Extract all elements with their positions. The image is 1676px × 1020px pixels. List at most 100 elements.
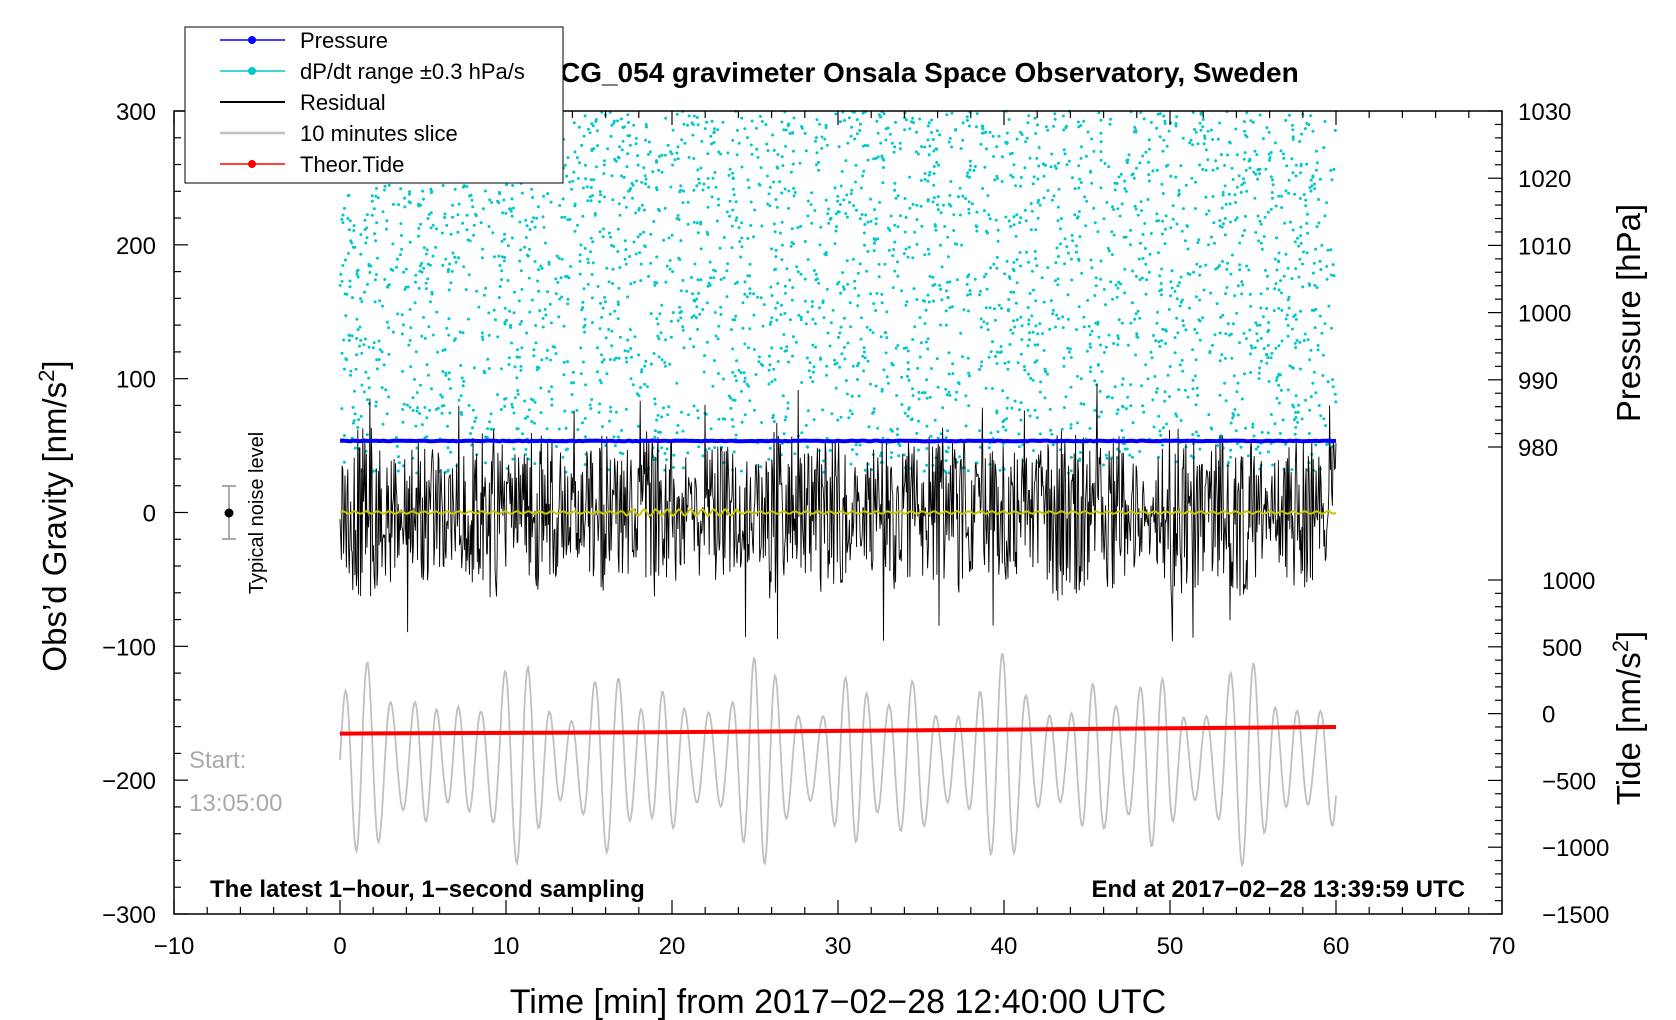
dpdt-point (682, 466, 685, 470)
noise-label: Typical noise level (246, 432, 268, 594)
dpdt-point (1231, 412, 1235, 415)
dpdt-point (1331, 378, 1335, 382)
dpdt-point (1112, 208, 1116, 211)
dpdt-point (847, 116, 851, 120)
dpdt-point (640, 180, 644, 184)
dpdt-point (1124, 189, 1128, 193)
dpdt-point (435, 310, 439, 314)
dpdt-point (935, 129, 939, 133)
dpdt-point (1174, 412, 1178, 416)
dpdt-point (985, 231, 989, 235)
dpdt-point (569, 265, 573, 268)
dpdt-point (981, 124, 985, 128)
dpdt-point (989, 431, 993, 435)
dpdt-point (1220, 225, 1224, 229)
dpdt-point (465, 213, 469, 217)
dpdt-point (626, 295, 630, 299)
dpdt-point (712, 141, 716, 144)
dpdt-point (629, 377, 633, 381)
dpdt-point (1194, 430, 1198, 434)
dpdt-point (1286, 323, 1290, 327)
dpdt-point (912, 121, 915, 125)
dpdt-point (347, 339, 351, 342)
dpdt-point (1294, 267, 1298, 271)
dpdt-point (1271, 196, 1274, 200)
dpdt-point (649, 232, 653, 236)
dpdt-point (948, 136, 952, 140)
dpdt-point (575, 156, 579, 160)
dpdt-point (994, 218, 998, 222)
dpdt-point (1116, 337, 1120, 340)
dpdt-point (604, 300, 607, 304)
dpdt-point (1033, 360, 1037, 364)
dpdt-point (367, 345, 371, 349)
dpdt-point (681, 201, 685, 205)
dpdt-point (456, 230, 460, 234)
dpdt-point (494, 318, 497, 322)
dpdt-point (1027, 114, 1031, 118)
dpdt-point (643, 382, 647, 386)
dpdt-point (1042, 300, 1046, 304)
dpdt-point (1134, 128, 1138, 132)
slice-series (339, 653, 1337, 868)
dpdt-point (500, 255, 504, 259)
dpdt-point (691, 292, 695, 296)
dpdt-point (1256, 339, 1260, 343)
dpdt-point (930, 131, 933, 134)
dpdt-point (752, 408, 756, 412)
dpdt-point (1046, 372, 1050, 376)
dpdt-point (508, 309, 512, 313)
dpdt-point (1141, 233, 1145, 236)
dpdt-point (670, 152, 674, 156)
dpdt-point (1285, 164, 1289, 168)
dpdt-point (447, 333, 451, 337)
dpdt-point (1218, 359, 1222, 363)
dpdt-point (903, 411, 907, 415)
dpdt-point (709, 134, 713, 138)
dpdt-point (581, 186, 585, 190)
dpdt-point (462, 184, 466, 188)
dpdt-point (453, 187, 457, 191)
dpdt-point (630, 181, 634, 185)
dpdt-point (365, 433, 369, 437)
dpdt-point (1128, 453, 1132, 457)
dpdt-point (1145, 278, 1149, 282)
dpdt-point (532, 348, 536, 352)
dpdt-point (423, 406, 427, 409)
dpdt-point (1266, 210, 1270, 214)
dpdt-point (601, 306, 605, 310)
dpdt-point (1269, 151, 1273, 154)
dpdt-point (1314, 443, 1318, 447)
dpdt-point (1069, 257, 1073, 261)
dpdt-point (663, 206, 667, 210)
dpdt-point (669, 150, 673, 154)
dpdt-point (367, 386, 371, 390)
dpdt-point (947, 390, 951, 394)
dpdt-point (624, 407, 628, 411)
dpdt-point (409, 326, 413, 330)
dpdt-point (676, 145, 680, 149)
dpdt-point (426, 217, 430, 220)
dpdt-point (945, 113, 949, 117)
dpdt-point (969, 164, 973, 168)
dpdt-point (1044, 370, 1048, 374)
dpdt-point (1049, 428, 1052, 432)
dpdt-point (533, 260, 537, 263)
dpdt-point (383, 278, 387, 281)
dpdt-point (344, 357, 348, 361)
dpdt-point (526, 254, 530, 258)
dpdt-point (1198, 319, 1202, 323)
dpdt-point (415, 409, 419, 413)
dpdt-point (1031, 378, 1035, 382)
dpdt-point (1163, 390, 1167, 394)
dpdt-point (874, 222, 878, 226)
dpdt-point (847, 416, 851, 420)
dpdt-point (1012, 223, 1016, 227)
dpdt-point (1169, 294, 1173, 298)
dpdt-point (831, 308, 835, 312)
dpdt-point (1235, 442, 1239, 445)
dpdt-point (1042, 174, 1046, 178)
dpdt-point (1012, 269, 1016, 273)
dpdt-point (665, 447, 669, 451)
